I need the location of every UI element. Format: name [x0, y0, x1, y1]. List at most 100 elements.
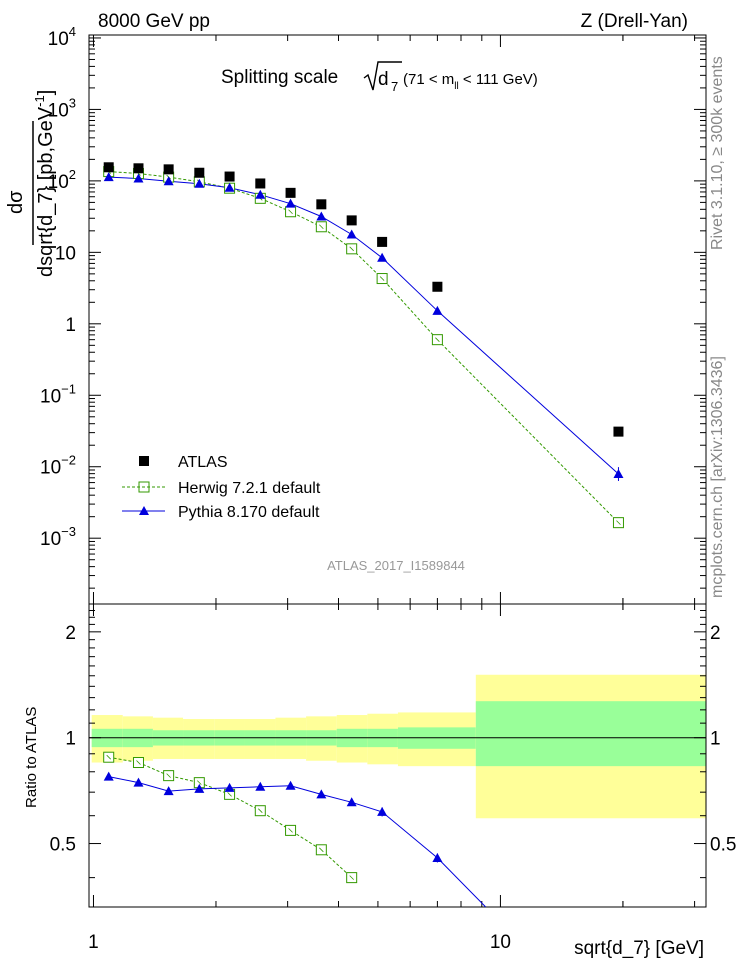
herwig-point-hatch [319, 224, 324, 230]
y-tick-label: 104 [48, 24, 76, 50]
atlas-point [255, 178, 266, 189]
pythia-point [432, 305, 443, 315]
atlas-point [163, 164, 174, 175]
herwig-ratio-point-hatch [288, 828, 293, 833]
legend-label-atlas: ATLAS [178, 454, 228, 471]
pythia-point [255, 189, 266, 199]
legend-marker-pythia [139, 506, 149, 515]
sqrt-sign-icon [363, 61, 402, 91]
y-tick-label-right: 2 [710, 623, 721, 644]
pythia-ratio-point [103, 771, 114, 781]
header-right: Z (Drell-Yan) [581, 11, 688, 32]
y-tick-label-right: 0.5 [710, 835, 736, 856]
legend-label-pythia: Pythia 8.170 default [178, 504, 320, 521]
header-left: 8000 GeV pp [98, 11, 210, 32]
pythia-point [377, 252, 388, 262]
ratio-ylabel: Ratio to ATLAS [23, 707, 40, 808]
pythia-ratio-point [316, 789, 327, 799]
x-tick-label: 10 [490, 932, 511, 953]
watermark: ATLAS_2017_I1589844 [327, 558, 465, 573]
atlas-point [285, 187, 296, 198]
atlas-point [133, 163, 144, 174]
pythia-point [285, 198, 296, 208]
legend-item-herwig: Herwig 7.2.1 default [122, 480, 321, 497]
herwig-ratio-point-hatch [349, 875, 354, 880]
y-tick-label: 0.5 [50, 835, 76, 856]
atlas-point [103, 162, 114, 173]
y-tick-label: 103 [48, 95, 76, 121]
ratio-axes: 1 10 0.5 0.5 1 1 2 2 [50, 603, 736, 953]
pythia-point [224, 182, 235, 192]
pythia-point [316, 211, 327, 221]
title-text: Splitting scale [221, 67, 338, 88]
herwig-ratio-point-hatch [319, 847, 324, 853]
legend-marker-atlas [139, 456, 149, 466]
mcplots-label: mcplots.cern.ch [arXiv:1306.3436] [709, 356, 726, 598]
title-sqrt-var: d [378, 69, 389, 90]
pythia-point [346, 229, 357, 239]
pythia-ratio-point [255, 781, 266, 791]
atlas-point [316, 199, 327, 210]
main-ylabel: dσ dsqrt{d_7} [pb,GeV-1] [5, 90, 57, 277]
herwig-ratio-line [108, 756, 353, 878]
ratio-bands [89, 674, 706, 819]
pythia-ratio-point [224, 782, 235, 792]
legend-marker-herwig [138, 481, 150, 493]
ratio-series [103, 751, 487, 907]
legend-label-herwig: Herwig 7.2.1 default [178, 480, 321, 497]
pythia-ratio-point [194, 783, 205, 793]
y-tick-label: 102 [48, 167, 76, 193]
atlas-point [377, 236, 388, 247]
title-sqrt-sub: 7 [391, 79, 398, 94]
herwig-ratio-point-hatch [166, 773, 171, 778]
main-series [103, 162, 624, 529]
plot-title: Splitting scale d 7 (71 < mll < 111 GeV) [221, 61, 538, 94]
ylabel-numerator: dσ [5, 190, 27, 214]
pythia-ratio-point [285, 780, 296, 790]
y-tick-label: 10−3 [40, 524, 76, 550]
pythia-ratio-point [163, 786, 174, 796]
pythia-point [133, 173, 144, 183]
y-tick-label: 2 [65, 623, 76, 644]
pythia-point [163, 176, 174, 186]
herwig-point-hatch [379, 276, 385, 281]
herwig-ratio-point-hatch [136, 760, 141, 765]
pythia-ratio-point [432, 852, 443, 862]
band-inner [475, 701, 706, 767]
herwig-ratio-point-hatch [106, 754, 111, 760]
pythia-point [613, 469, 624, 479]
y-tick-label: 10−2 [40, 453, 76, 479]
herwig-point-hatch [435, 337, 440, 342]
y-tick-label: 1 [65, 729, 76, 750]
xlabel: sqrt{d_7} [GeV] [574, 938, 704, 959]
x-tick-label: 1 [88, 932, 99, 953]
ylabel-denominator: dsqrt{d_7} [pb,GeV-1] [32, 90, 57, 277]
legend-item-atlas: ATLAS [139, 454, 228, 471]
y-tick-label: 10 [55, 243, 76, 264]
pythia-point [103, 172, 114, 182]
herwig-point-hatch [616, 520, 621, 525]
atlas-point [194, 167, 205, 178]
atlas-point [613, 426, 624, 437]
legend: ATLAS Herwig 7.2.1 default Pythia 8.170 … [122, 454, 321, 521]
pythia-ratio-line [108, 776, 487, 907]
legend-item-pythia: Pythia 8.170 default [122, 504, 320, 521]
ratio-frame [88, 603, 707, 908]
pythia-ratio-point [346, 797, 357, 807]
herwig-ratio-point-hatch [227, 792, 232, 797]
y-tick-label: 10−1 [40, 381, 76, 407]
pythia-line [108, 176, 619, 475]
herwig-point-hatch [349, 246, 354, 252]
y-tick-label: 1 [65, 315, 76, 336]
rivet-label: Rivet 3.1.10, ≥ 300k events [709, 56, 726, 250]
atlas-point [346, 215, 357, 226]
pythia-point [194, 178, 205, 188]
y-tick-label-right: 1 [710, 729, 721, 750]
title-cut: (71 < mll < 111 GeV) [403, 71, 538, 92]
pythia-ratio-point [377, 806, 388, 816]
pythia-ratio-point [133, 777, 144, 787]
atlas-point [432, 281, 443, 292]
herwig-point-hatch [288, 209, 293, 215]
